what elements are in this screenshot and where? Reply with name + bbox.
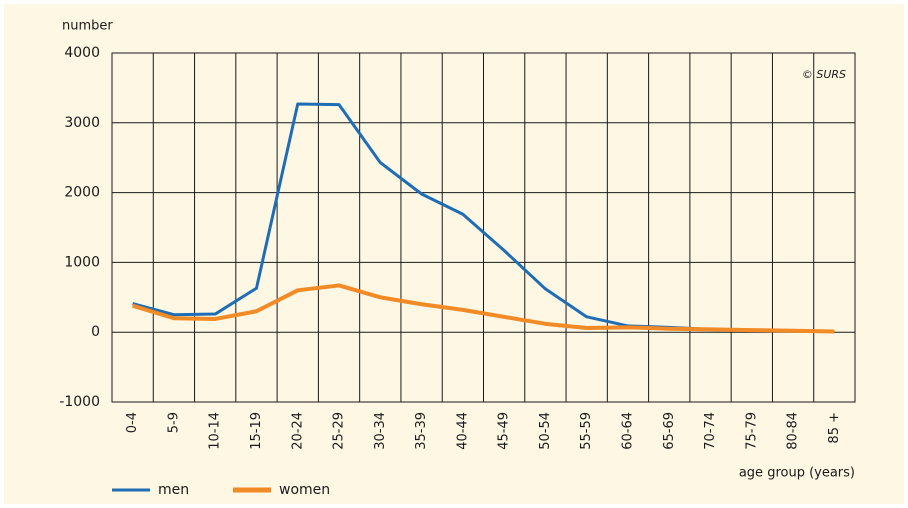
x-tick-label: 80-84 [786, 412, 801, 450]
y-tick-label: -1000 [59, 394, 100, 410]
x-tick-label: 35-39 [414, 412, 429, 450]
x-tick-label: 15-19 [249, 412, 264, 450]
x-tick-label: 50-54 [538, 412, 553, 450]
x-tick-label: 20-24 [290, 412, 305, 450]
legend-label: women [279, 482, 330, 498]
y-tick-label: 0 [91, 324, 100, 340]
x-tick-label: 75-79 [744, 412, 759, 450]
x-tick-label: 70-74 [703, 412, 718, 450]
x-axis-label: age group (years) [739, 466, 855, 481]
legend-label: men [158, 482, 189, 498]
x-tick-label: 85 + [827, 412, 842, 444]
background [4, 4, 904, 504]
x-tick-label: 40-44 [455, 412, 470, 450]
x-tick-label: 25-29 [332, 412, 347, 450]
x-tick-label: 0-4 [125, 412, 140, 433]
series-line [132, 283, 835, 334]
y-tick-label: 4000 [64, 45, 100, 61]
x-tick-label: 10-14 [208, 412, 223, 450]
y-tick-label: 3000 [64, 115, 100, 131]
x-tick-label: 60-64 [620, 412, 635, 450]
annotation: © SURS [802, 68, 846, 81]
x-tick-label: 55-59 [579, 412, 594, 450]
y-tick-label: 2000 [64, 185, 100, 201]
x-tick-label: 45-49 [497, 412, 512, 450]
x-tick-label: 30-34 [373, 412, 388, 450]
x-tick-label: 65-69 [662, 412, 677, 450]
y-tick-label: 1000 [64, 254, 100, 270]
y-axis-label: number [62, 19, 113, 34]
x-tick-label: 5-9 [166, 412, 181, 433]
